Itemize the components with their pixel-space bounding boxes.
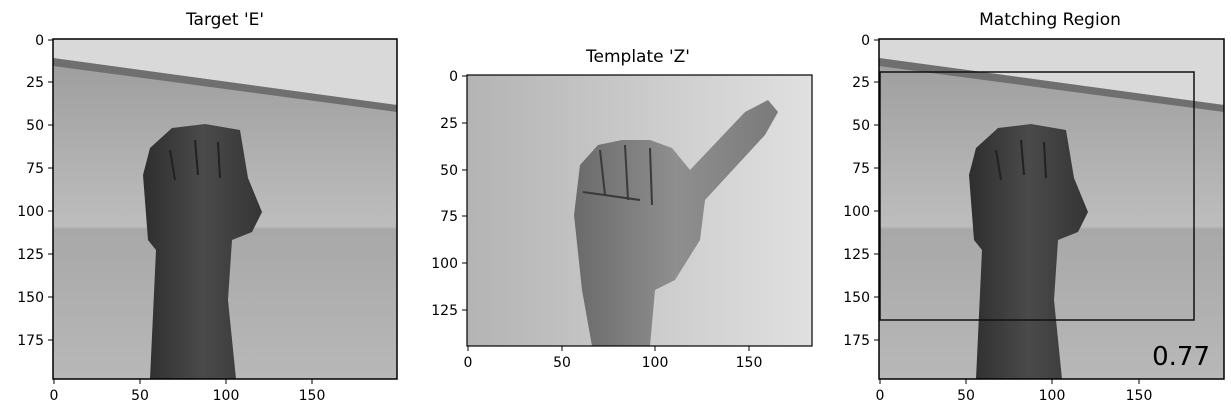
x-tick-label: 100 <box>1039 388 1066 404</box>
y-tick-label: 150 <box>843 290 870 306</box>
panel-title: Matching Region <box>979 10 1121 30</box>
x-tick-label: 150 <box>1126 388 1153 404</box>
y-tick-label: 50 <box>852 118 870 134</box>
x-tick-label: 150 <box>299 388 326 404</box>
y-tick-label: 25 <box>26 75 44 91</box>
y-tick-label: 0 <box>861 33 870 49</box>
axes-frame <box>52 38 398 380</box>
y-tick-label: 75 <box>440 209 458 225</box>
match-score: 0.77 <box>1152 342 1210 372</box>
y-tick-label: 150 <box>17 290 44 306</box>
x-tick-label: 50 <box>957 388 975 404</box>
y-tick-label: 100 <box>431 256 458 272</box>
match-box <box>879 71 1195 321</box>
y-tick-label: 175 <box>843 333 870 349</box>
template-image <box>467 75 812 346</box>
y-tick-label: 75 <box>26 161 44 177</box>
x-tick-label: 0 <box>876 388 885 404</box>
y-tick-label: 25 <box>852 75 870 91</box>
x-tick-label: 100 <box>642 355 669 371</box>
x-ticks: 0 50 100 150 <box>464 346 763 371</box>
y-tick-label: 125 <box>843 247 870 263</box>
target-image <box>53 39 397 379</box>
x-tick-label: 0 <box>50 388 59 404</box>
x-ticks: 0 50 100 150 <box>50 379 326 404</box>
y-tick-label: 125 <box>431 303 458 319</box>
panel-matching: Matching Region 0.77 0 25 50 75 100 125 … <box>843 10 1225 404</box>
y-tick-label: 25 <box>440 116 458 132</box>
x-tick-label: 0 <box>464 355 473 371</box>
y-tick-label: 100 <box>843 204 870 220</box>
axes-frame <box>466 74 813 347</box>
panel-target: Target 'E' 0 25 50 75 100 125 150 175 0 … <box>17 10 398 404</box>
y-tick-label: 0 <box>35 33 44 49</box>
panel-template: Template 'Z' 0 25 50 75 100 125 0 50 100… <box>431 47 813 371</box>
y-ticks: 0 25 50 75 100 125 150 175 <box>17 33 53 349</box>
y-tick-label: 75 <box>852 161 870 177</box>
y-tick-label: 0 <box>449 69 458 85</box>
y-tick-label: 125 <box>17 247 44 263</box>
x-tick-label: 100 <box>213 388 240 404</box>
y-tick-label: 50 <box>26 118 44 134</box>
y-tick-label: 100 <box>17 204 44 220</box>
y-tick-label: 175 <box>17 333 44 349</box>
x-tick-label: 50 <box>131 388 149 404</box>
x-tick-label: 50 <box>553 355 571 371</box>
x-ticks: 0 50 100 150 <box>876 379 1153 404</box>
panel-title: Target 'E' <box>185 10 264 30</box>
panel-title: Template 'Z' <box>585 47 690 67</box>
y-ticks: 0 25 50 75 100 125 <box>431 69 467 319</box>
x-tick-label: 150 <box>736 355 763 371</box>
y-tick-label: 50 <box>440 163 458 179</box>
y-ticks: 0 25 50 75 100 125 150 175 <box>843 33 879 349</box>
matching-image <box>879 39 1224 379</box>
